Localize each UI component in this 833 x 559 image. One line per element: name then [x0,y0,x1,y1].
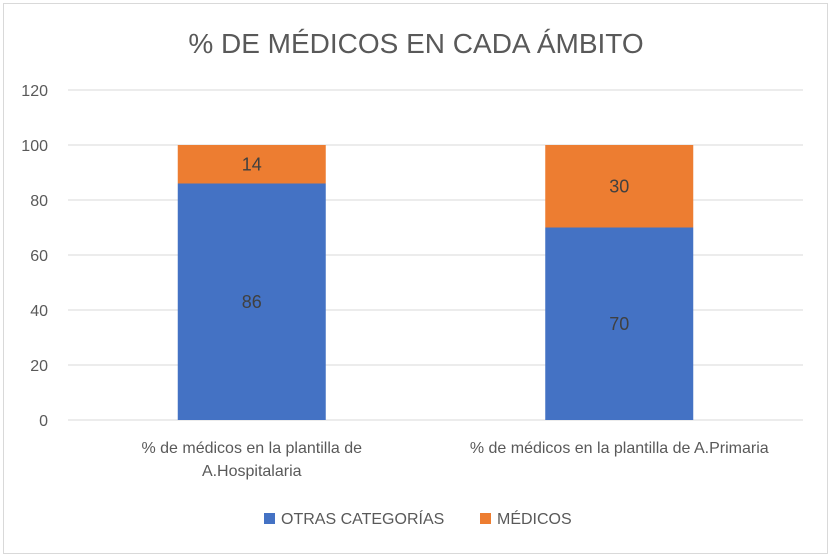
bar-segment [545,145,694,228]
data-label: 70 [609,314,629,334]
x-axis-labels: % de médicos en la plantilla de A.Hospita… [141,440,768,480]
x-category-label: % de médicos en la plantilla de [141,440,362,457]
legend: OTRAS CATEGORÍAS MÉDICOS [264,509,572,528]
y-tick-label: 80 [30,193,48,210]
y-axis-labels: 0 20 40 60 80 100 120 [21,83,48,430]
bar-segment [545,227,694,420]
y-tick-label: 0 [39,413,48,430]
x-category-label: % de médicos en la plantilla de A.Primar… [470,440,769,457]
y-tick-label: 100 [21,138,48,155]
y-tick-label: 120 [21,83,48,100]
bars [177,145,694,420]
bar-segment [177,183,326,420]
y-tick-label: 40 [30,303,48,320]
y-tick-label: 20 [30,358,48,375]
data-label: 14 [242,154,262,174]
legend-label: MÉDICOS [497,509,572,528]
bar-segment [177,145,326,184]
legend-label: OTRAS CATEGORÍAS [281,509,444,528]
chart-title: % DE MÉDICOS EN CADA ÁMBITO [188,28,643,59]
y-tick-label: 60 [30,248,48,265]
data-label: 86 [242,292,262,312]
legend-swatch [480,513,491,524]
data-labels: 86 14 70 30 [242,154,630,334]
legend-swatch [264,513,275,524]
data-label: 30 [609,176,629,196]
x-category-label: A.Hospitalaria [202,463,302,480]
